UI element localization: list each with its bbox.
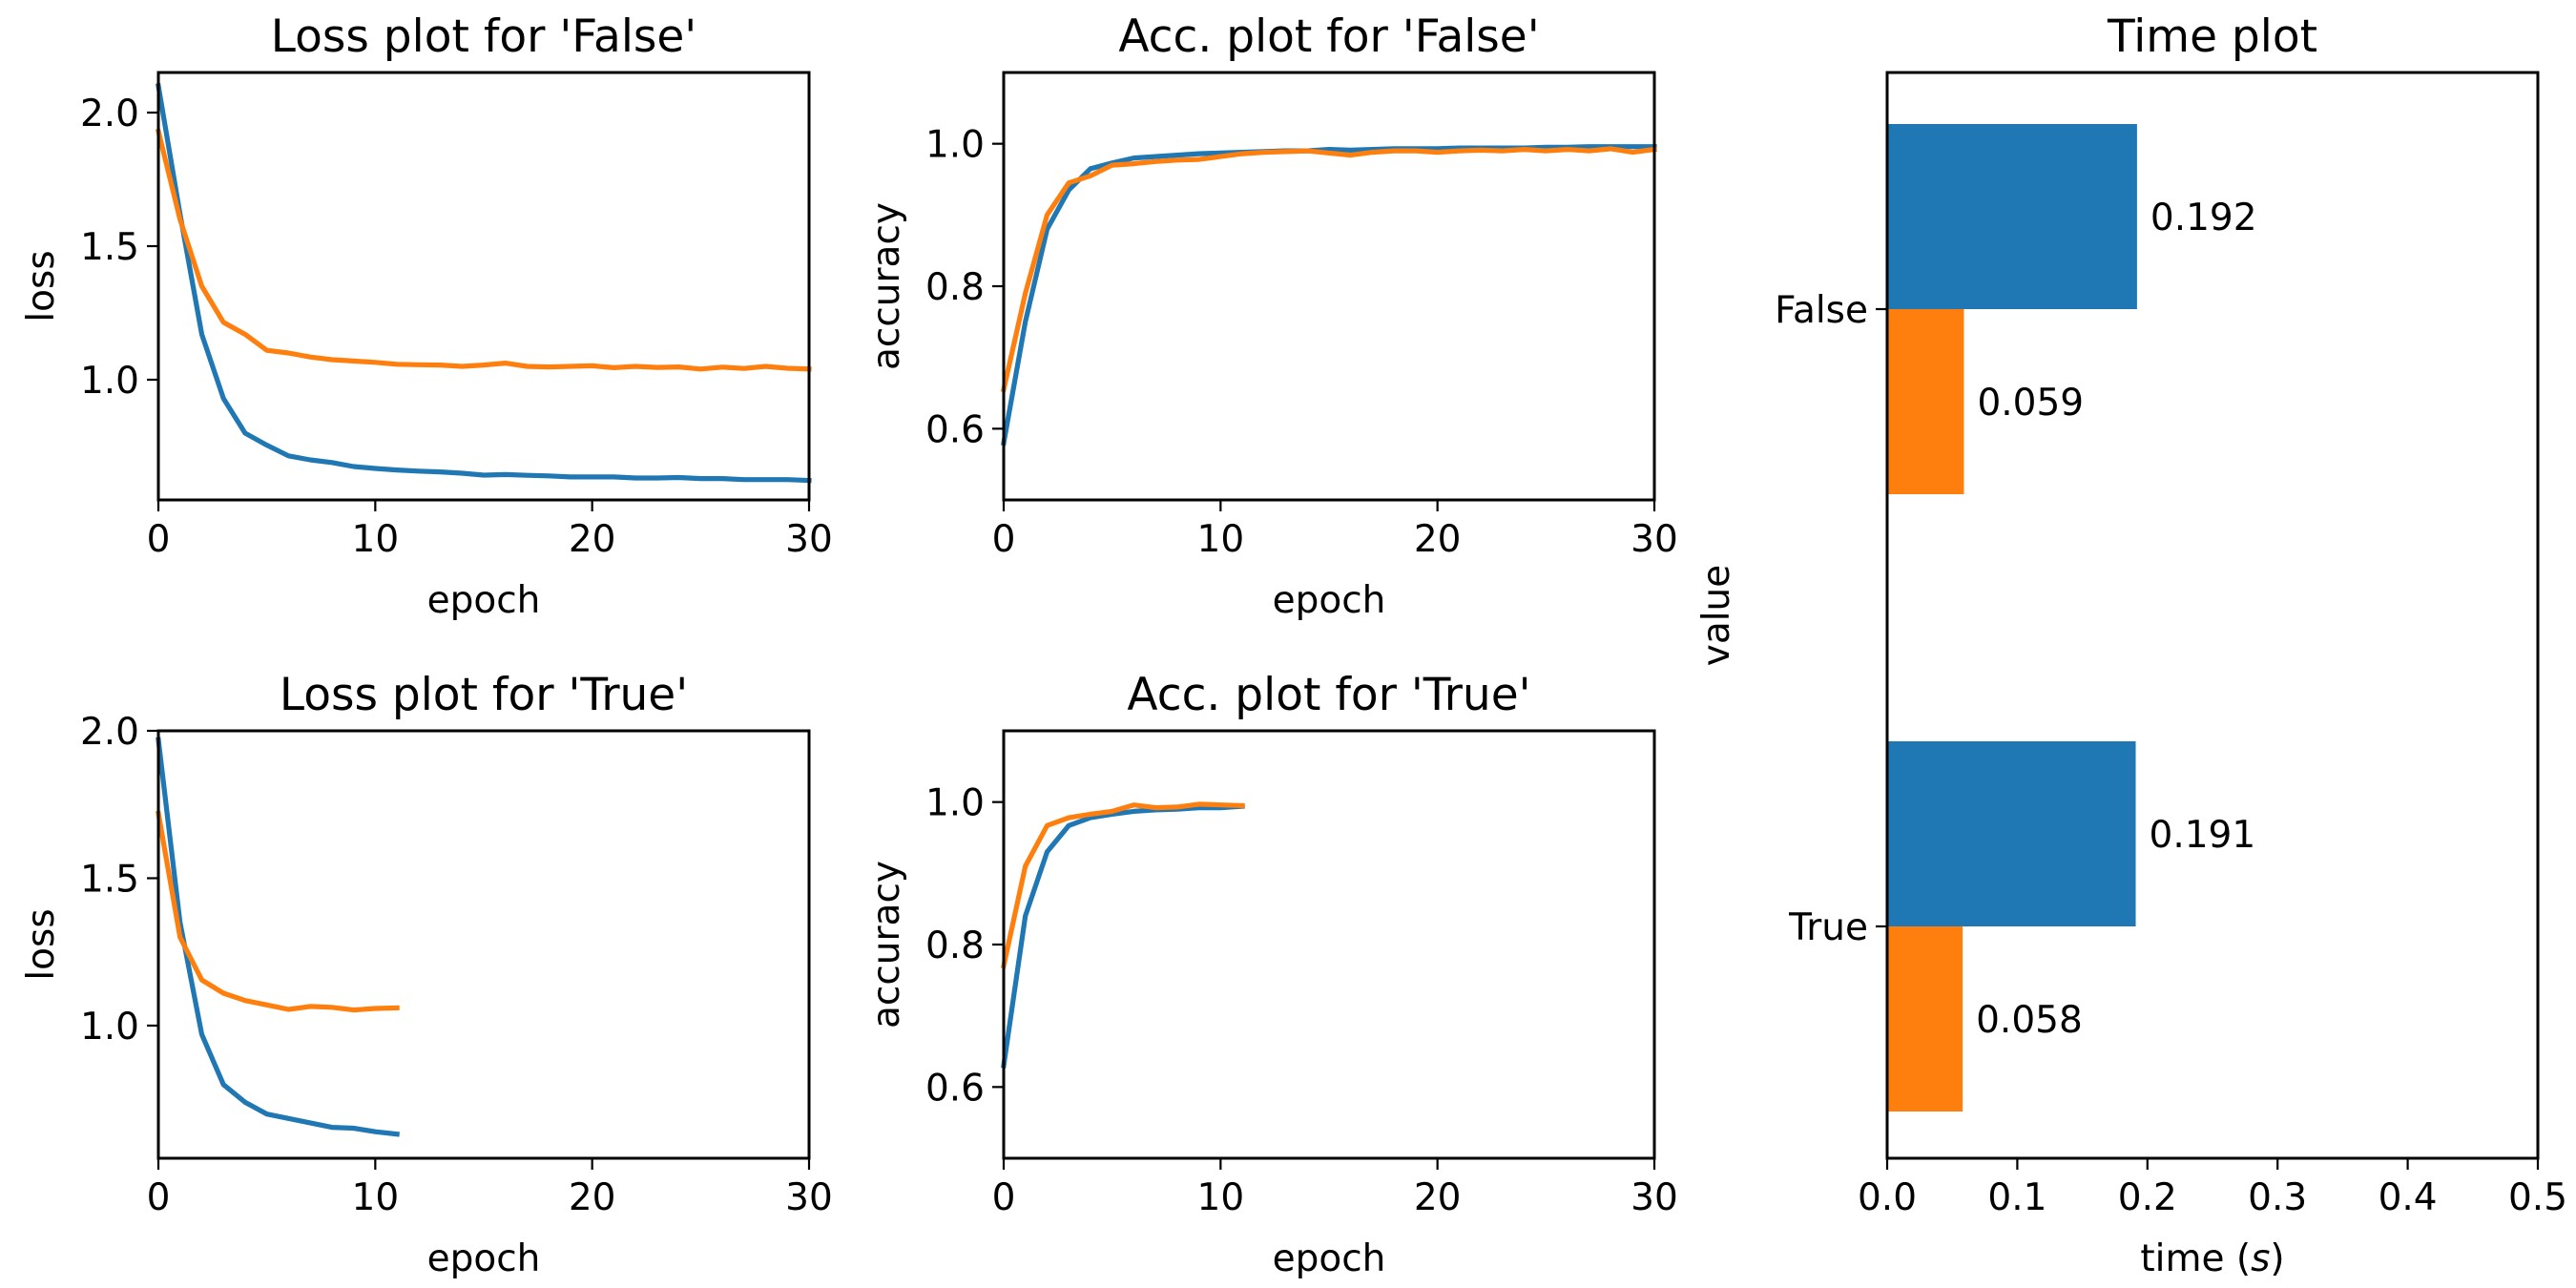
- x-tick-label: 0.4: [2379, 1176, 2438, 1219]
- x-tick-label: 0: [992, 518, 1016, 561]
- x-tick-label: 10: [1197, 1176, 1245, 1219]
- bar-orange-false: [1887, 309, 1964, 494]
- x-tick-label: 30: [1631, 1176, 1678, 1219]
- chart-acc_true: [992, 729, 1656, 1170]
- y-axis-label: value: [1695, 565, 1738, 667]
- bar-orange-true: [1887, 926, 1963, 1111]
- bar-value-label: 0.058: [1976, 999, 2083, 1042]
- chart-title: Acc. plot for 'True': [1127, 669, 1530, 721]
- series-line-2: [1000, 801, 1245, 969]
- x-tick-label: 10: [352, 518, 400, 561]
- y-tick-label: 2.0: [80, 711, 139, 754]
- x-tick-label: 30: [785, 1176, 833, 1219]
- x-axis-label: epoch: [1273, 579, 1386, 622]
- bar-value-label: 0.192: [2150, 197, 2257, 239]
- y-axis-label: accuracy: [865, 202, 908, 370]
- y-axis-label: accuracy: [865, 861, 908, 1028]
- bar-blue-false: [1887, 124, 2137, 309]
- x-tick-label: 0.2: [2118, 1176, 2177, 1219]
- x-tick-label: 0.1: [1987, 1176, 2046, 1219]
- x-axis-label: time (s): [2140, 1237, 2284, 1280]
- y-tick-label: True: [1788, 906, 1868, 949]
- chart-loss_false: [147, 71, 812, 511]
- series-line-1: [156, 737, 400, 1137]
- y-tick-label: False: [1775, 289, 1868, 332]
- y-tick-label: 0.6: [925, 408, 985, 451]
- series-line-1: [156, 83, 812, 484]
- series-line-2: [1000, 146, 1657, 393]
- plot-frame: [156, 71, 811, 502]
- x-tick-label: 30: [785, 518, 833, 561]
- x-tick-label: 0: [992, 1176, 1016, 1219]
- x-axis-label: epoch: [1273, 1237, 1386, 1280]
- y-tick-label: 2.0: [80, 93, 139, 135]
- bar-value-label: 0.191: [2150, 814, 2256, 857]
- series-line-1: [1001, 803, 1245, 1069]
- series-line-2: [155, 128, 812, 372]
- plot-frame: [1885, 71, 2540, 1160]
- plot-frame: [156, 729, 811, 1160]
- y-tick-label: 0.8: [925, 924, 985, 967]
- bar-blue-true: [1887, 741, 2136, 926]
- y-axis-label: loss: [20, 908, 63, 980]
- y-tick-label: 0.8: [925, 266, 985, 309]
- chart-title: Loss plot for 'False': [271, 10, 696, 63]
- x-tick-label: 20: [569, 1176, 616, 1219]
- y-tick-label: 1.0: [80, 360, 139, 403]
- x-axis-label: epoch: [427, 1237, 541, 1280]
- chart-title: Time plot: [2107, 10, 2317, 63]
- x-tick-label: 0: [147, 518, 171, 561]
- y-tick-label: 1.0: [925, 782, 985, 825]
- x-tick-label: 20: [1414, 518, 1462, 561]
- x-tick-label: 0.5: [2508, 1176, 2567, 1219]
- series-line-2: [155, 810, 400, 1013]
- chart-title: Loss plot for 'True': [280, 669, 688, 721]
- chart-title: Acc. plot for 'False': [1118, 10, 1539, 63]
- bar-value-label: 0.059: [1977, 382, 2084, 425]
- x-tick-label: 30: [1631, 518, 1678, 561]
- y-tick-label: 1.5: [80, 226, 139, 269]
- chart-acc_false: [992, 71, 1657, 511]
- chart-loss_true: [147, 729, 811, 1170]
- x-tick-label: 0.3: [2248, 1176, 2307, 1219]
- x-tick-label: 0.0: [1858, 1176, 1917, 1219]
- y-tick-label: 1.5: [80, 858, 139, 901]
- x-axis-label: epoch: [427, 579, 541, 622]
- x-tick-label: 20: [569, 518, 616, 561]
- y-axis-label: loss: [20, 250, 63, 322]
- y-tick-label: 0.6: [925, 1067, 985, 1110]
- x-tick-label: 0: [147, 1176, 171, 1219]
- x-tick-label: 20: [1414, 1176, 1462, 1219]
- y-tick-label: 1.0: [925, 124, 985, 167]
- y-tick-label: 1.0: [80, 1006, 139, 1049]
- chart-time: [1876, 71, 2540, 1170]
- x-tick-label: 10: [1197, 518, 1245, 561]
- x-tick-label: 10: [352, 1176, 400, 1219]
